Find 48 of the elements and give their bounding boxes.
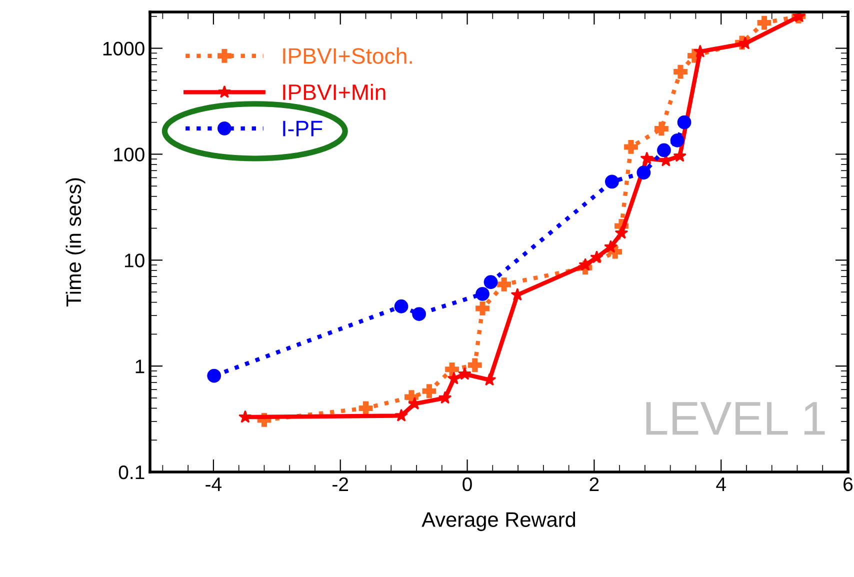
y-axis-title: Time (in secs) (66, 178, 86, 307)
point (497, 277, 512, 292)
y-tick-label: 1 (136, 360, 144, 374)
point (476, 301, 490, 316)
point (458, 367, 472, 380)
point (438, 391, 452, 404)
legend-label: IPBVI+Min (283, 84, 386, 100)
legend-label: IPBVI+Stoch. (283, 48, 412, 64)
point (412, 307, 426, 321)
point (578, 258, 592, 271)
point (394, 408, 408, 422)
y-tick-label: 1000 (103, 42, 144, 56)
x-tick-label: 0 (462, 477, 472, 492)
point (636, 166, 651, 180)
x-tick-label: -4 (206, 478, 222, 491)
point (422, 384, 436, 398)
point (207, 368, 222, 383)
point (605, 174, 619, 189)
y-tick-label: 0.1 (118, 465, 144, 480)
point (445, 362, 459, 376)
y-tick-label: 100 (114, 148, 144, 162)
x-tick-label: -2 (332, 477, 348, 491)
annotation: LEVEL 1 (646, 402, 825, 435)
point (738, 36, 752, 50)
point (624, 140, 638, 154)
point (604, 240, 618, 253)
point (614, 226, 628, 239)
point (358, 401, 373, 416)
point (590, 250, 604, 264)
legend-label: I-PF (283, 120, 322, 136)
point (670, 133, 684, 148)
y-tick-label: 10 (124, 254, 144, 268)
x-tick-label: 4 (716, 478, 726, 491)
x-axis-title: Average Reward (422, 512, 576, 532)
point (674, 64, 688, 79)
point (673, 149, 686, 162)
point (484, 275, 498, 290)
point (657, 143, 671, 158)
point (468, 358, 482, 372)
point (238, 410, 252, 423)
point (677, 115, 692, 130)
x-tick-label: 2 (590, 477, 599, 491)
point (394, 299, 408, 314)
x-tick-label: 6 (844, 477, 853, 492)
point (654, 122, 668, 136)
point (476, 286, 490, 301)
point (640, 152, 654, 164)
point (757, 16, 772, 30)
